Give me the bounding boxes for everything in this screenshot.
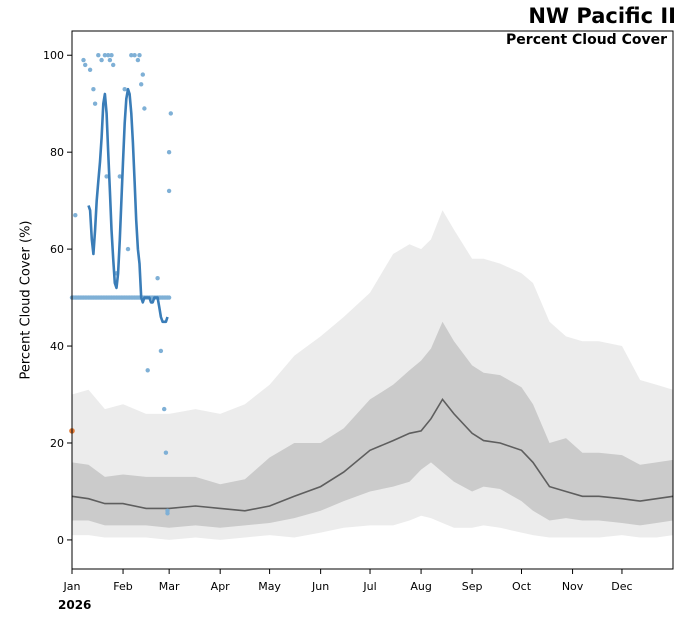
observation-points [69,53,173,516]
observation-point [158,348,164,354]
y-axis: 0 20 40 60 80 100 [43,49,72,547]
observation-point [163,450,169,455]
observation-point [107,57,113,63]
observation-point [135,57,141,63]
observation-point [81,57,86,63]
x-axis: Jan Feb Mar Apr May Jun Jul Aug Sep Oct Nov Dec [63,569,633,593]
median-line [71,397,674,512]
x-tick-label: Feb [113,580,132,593]
x-tick-label: Sep [462,580,483,593]
observation-point [166,295,172,300]
observation-point [73,213,78,218]
observation-point [162,406,167,412]
observation-point [109,53,114,58]
median-line-group [71,397,674,512]
y-axis-label: Percent Cloud Cover (%) [18,220,34,380]
y-tick-label: 20 [50,437,64,450]
observation-point [125,246,131,252]
x-tick-label: Jun [311,580,329,593]
observation-point [122,87,127,92]
observation-point [99,57,104,63]
chart-subtitle: Percent Cloud Cover [506,32,667,48]
chart-title: NW Pacific II [528,4,676,28]
observation-point [96,53,101,58]
x-tick-label: Jan [63,580,81,593]
observation-point [140,72,145,77]
y-tick-label: 100 [43,49,64,62]
y-tick-label: 0 [57,534,64,547]
plot-frame [71,30,674,570]
observation-point [117,174,123,179]
observation-point [104,174,109,179]
observation-point [102,53,108,58]
observation-point [91,87,96,92]
observation-point [166,150,172,155]
y-tick-label: 60 [50,243,64,256]
y-tick-label: 40 [50,340,64,353]
observation-point [87,67,93,73]
x-tick-label: Apr [211,580,231,593]
observation-point [132,53,137,58]
x-tick-label: Jul [362,580,376,593]
x-tick-label: Aug [410,580,431,593]
x-tick-label: Nov [562,580,584,593]
band-25-75-percentile [72,321,673,528]
observation-point [139,82,144,87]
x-tick-label: May [258,580,281,593]
observation-point [168,111,173,116]
observation-point [142,106,147,111]
observation-point [92,101,98,106]
observation-point [166,188,172,194]
observation-point [165,511,170,516]
observation-point [137,53,142,58]
observation-point [129,53,134,58]
observation-point [83,62,88,68]
y-tick-label: 80 [50,146,64,159]
observation-point [111,62,116,68]
x-tick-label: Mar [159,580,180,593]
observation-point [145,368,150,373]
observation-point [106,53,111,58]
observation-smoothed-line [87,87,169,324]
climatology-bands [72,210,673,540]
observation-point [155,276,160,281]
x-tick-label: Dec [611,580,632,593]
year-label: 2026 [58,598,92,612]
x-tick-label: Oct [512,580,532,593]
